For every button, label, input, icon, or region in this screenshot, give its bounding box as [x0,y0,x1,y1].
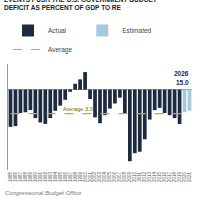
svg-text:2002: 2002 [92,171,97,182]
svg-text:1991: 1991 [38,171,43,182]
svg-text:2014: 2014 [152,171,157,182]
svg-text:2013: 2013 [147,171,152,182]
svg-text:Estimated: Estimated [122,27,151,34]
svg-text:2006: 2006 [112,171,117,182]
svg-text:1998: 1998 [73,171,78,182]
svg-text:2020: 2020 [182,171,187,182]
svg-text:Actual: Actual [48,27,67,34]
svg-text:2011: 2011 [137,171,142,181]
svg-text:1986: 1986 [13,171,18,182]
svg-text:1994: 1994 [53,171,58,182]
svg-text:2010: 2010 [132,171,137,182]
svg-text:Congressional Budget Office: Congressional Budget Office [5,190,82,196]
svg-text:1988: 1988 [23,171,28,182]
svg-text:2009: 2009 [127,171,132,182]
svg-text:1985: 1985 [8,171,13,182]
svg-text:2026: 2026 [174,70,189,77]
svg-text:1993: 1993 [48,171,53,182]
svg-text:Average: Average [48,46,72,54]
svg-text:2016: 2016 [162,171,167,182]
svg-text:2003: 2003 [97,171,102,182]
svg-text:2018: 2018 [172,171,177,182]
svg-text:Average 3.3: Average 3.3 [63,106,93,112]
svg-text:1999: 1999 [78,171,83,182]
svg-text:2012: 2012 [142,171,147,182]
svg-text:2008: 2008 [122,171,127,182]
svg-text:1989: 1989 [28,171,33,182]
svg-text:1987: 1987 [18,171,23,182]
svg-text:2004: 2004 [102,171,107,182]
svg-text:15.0: 15.0 [176,79,189,86]
svg-text:1990: 1990 [33,171,38,182]
svg-text:2007: 2007 [117,171,122,182]
svg-text:1992: 1992 [43,171,48,182]
svg-text:2019: 2019 [177,171,182,182]
svg-text:2005: 2005 [107,171,112,182]
svg-text:2001: 2001 [88,171,93,182]
svg-text:2000: 2000 [83,171,88,182]
svg-text:1995: 1995 [58,171,63,182]
svg-text:EVENTS PUSH THE U.S. GOVERNMEN: EVENTS PUSH THE U.S. GOVERNMENT BUDGETDE… [4,0,157,11]
svg-text:1997: 1997 [68,171,73,182]
svg-text:1996: 1996 [63,171,68,182]
svg-text:2021: 2021 [187,171,192,182]
svg-text:2015: 2015 [157,171,162,182]
svg-text:2017: 2017 [167,171,172,182]
